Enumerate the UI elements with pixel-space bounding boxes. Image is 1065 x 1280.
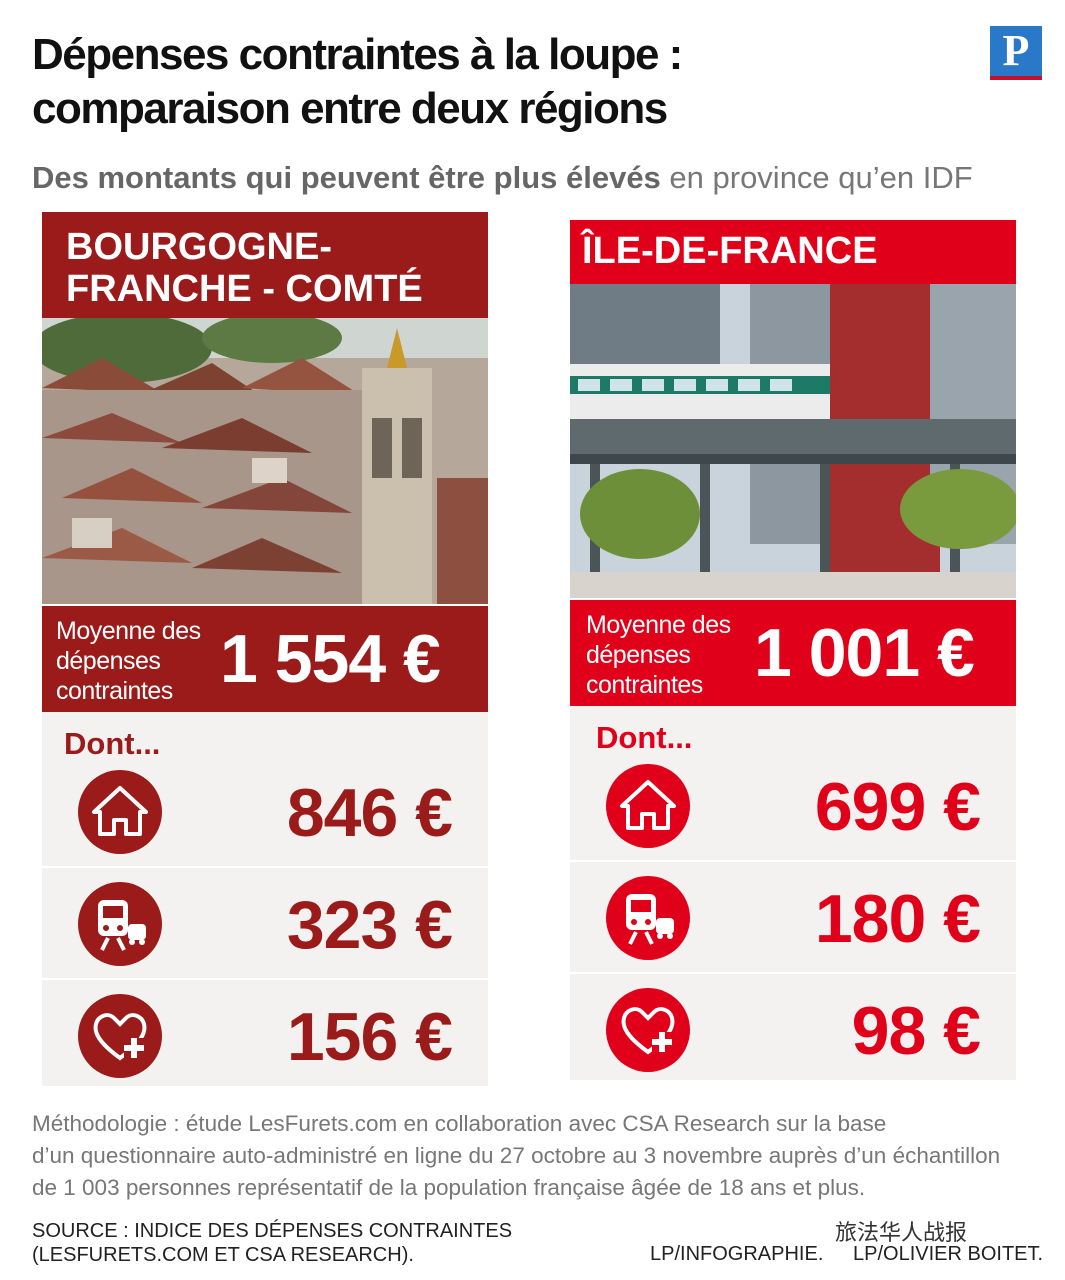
source-note: SOURCE : INDICE DES DÉPENSES CONTRAINTES… bbox=[32, 1219, 512, 1267]
expense-value-housing: 846 € bbox=[286, 775, 453, 851]
title-line-2: comparaison entre deux régions bbox=[32, 84, 668, 133]
average-label-line-2: dépenses bbox=[586, 641, 691, 669]
average-box-idf: Moyenne des dépenses contraintes 1 001 € bbox=[570, 600, 1016, 706]
region-header-bourgogne: BOURGOGNE- FRANCHE - COMTÉ bbox=[42, 212, 488, 318]
subtitle: Des montants qui peuvent être plus élevé… bbox=[32, 160, 973, 196]
region-name-line-1: BOURGOGNE- bbox=[66, 226, 332, 268]
health-icon bbox=[78, 994, 162, 1078]
page-title: Dépenses contraintes à la loupe : compar… bbox=[32, 28, 932, 136]
credit-photo: LP/OLIVIER BOITET. bbox=[853, 1243, 1044, 1265]
average-box-bourgogne: Moyenne des dépenses contraintes 1 554 € bbox=[42, 606, 488, 712]
transport-icon bbox=[606, 876, 690, 960]
photo-paris-metro bbox=[570, 284, 1016, 598]
expense-value-housing: 699 € bbox=[814, 769, 981, 845]
dont-label: Dont... bbox=[596, 720, 693, 755]
health-icon bbox=[606, 988, 690, 1072]
photo-besancon bbox=[42, 318, 488, 604]
methodology-note: Méthodologie : étude LesFurets.com en co… bbox=[32, 1108, 1042, 1204]
source-line-1: SOURCE : INDICE DES DÉPENSES CONTRAINTES bbox=[32, 1220, 513, 1242]
subtitle-bold: Des montants qui peuvent être plus élevé… bbox=[32, 160, 661, 195]
average-label-line-1: Moyenne des bbox=[586, 611, 731, 639]
expense-value-health: 98 € bbox=[851, 993, 981, 1069]
subtitle-normal: en province qu’en IDF bbox=[660, 160, 973, 195]
credit-infographie: LP/INFOGRAPHIE. bbox=[650, 1243, 824, 1265]
average-value: 1 554 € bbox=[220, 621, 441, 697]
average-label-line-3: contraintes bbox=[586, 671, 703, 699]
methodology-line-1: Méthodologie : étude LesFurets.com en co… bbox=[32, 1111, 887, 1136]
region-name-line-2: FRANCHE - COMTÉ bbox=[66, 268, 423, 310]
transport-icon bbox=[78, 882, 162, 966]
methodology-line-2: d’un questionnaire auto-administré en li… bbox=[32, 1143, 1001, 1168]
methodology-line-3: de 1 003 personnes représentatif de la p… bbox=[32, 1175, 866, 1200]
expense-row-transport: 180 € bbox=[570, 862, 1016, 974]
source-line-2: (LESFURETS.COM ET CSA RESEARCH). bbox=[32, 1244, 414, 1266]
expense-row-transport: 323 € bbox=[42, 868, 488, 980]
expense-row-housing: 699 € bbox=[570, 750, 1016, 862]
region-header-idf: ÎLE-DE-FRANCE bbox=[570, 220, 1016, 284]
average-label-line-1: Moyenne des bbox=[56, 617, 201, 645]
dont-label: Dont... bbox=[64, 726, 161, 761]
region-name-line-1: ÎLE-DE-FRANCE bbox=[582, 230, 878, 272]
average-label: Moyenne des dépenses contraintes bbox=[586, 610, 731, 700]
average-label-line-2: dépenses bbox=[56, 647, 161, 675]
house-icon bbox=[78, 770, 162, 854]
details-panel-bourgogne: Dont... 846 € 323 € 156 € bbox=[42, 712, 488, 1086]
average-label-line-3: contraintes bbox=[56, 677, 173, 705]
le-parisien-logo: P bbox=[990, 26, 1042, 80]
expense-value-transport: 323 € bbox=[286, 887, 453, 963]
expense-value-transport: 180 € bbox=[814, 881, 981, 957]
title-line-1: Dépenses contraintes à la loupe : bbox=[32, 30, 683, 79]
expense-value-health: 156 € bbox=[286, 999, 453, 1075]
watermark: 旅法华人战报 bbox=[835, 1220, 968, 1245]
expense-row-health: 156 € bbox=[42, 980, 488, 1090]
average-value: 1 001 € bbox=[754, 615, 975, 691]
average-label: Moyenne des dépenses contraintes bbox=[56, 616, 201, 706]
details-panel-idf: Dont... 699 € 180 € 98 € bbox=[570, 706, 1016, 1080]
expense-row-health: 98 € bbox=[570, 974, 1016, 1084]
expense-row-housing: 846 € bbox=[42, 756, 488, 868]
house-icon bbox=[606, 764, 690, 848]
